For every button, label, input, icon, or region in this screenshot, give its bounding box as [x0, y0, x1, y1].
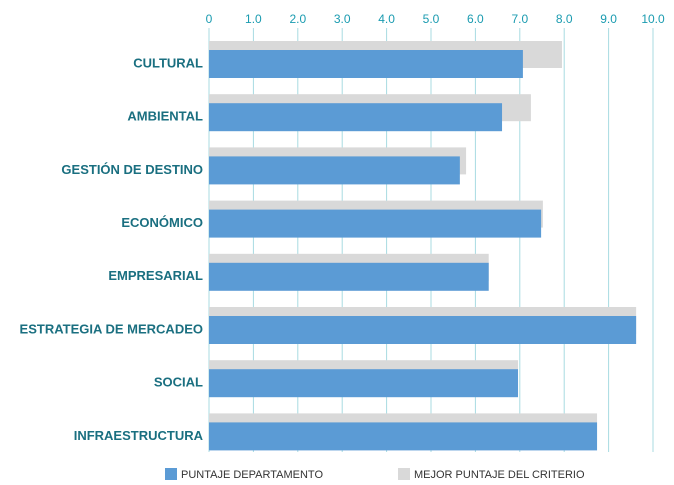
- category-label: AMBIENTAL: [127, 109, 203, 124]
- category-label: ESTRATEGIA DE MERCADEO: [20, 321, 203, 336]
- bar: [209, 422, 598, 451]
- category-label: ECONÓMICO: [121, 215, 203, 230]
- legend-swatch: [165, 468, 177, 480]
- x-tick-label: 3.0: [334, 12, 351, 26]
- x-tick-label: 0: [206, 12, 213, 26]
- x-tick-label: 9.0: [600, 12, 617, 26]
- x-tick-label: 6.0: [467, 12, 484, 26]
- bar: [209, 156, 460, 185]
- legend-label: PUNTAJE DEPARTAMENTO: [181, 469, 323, 481]
- category-label: INFRAESTRUCTURA: [74, 428, 204, 443]
- legend-swatch: [398, 468, 410, 480]
- x-tick-label: 7.0: [511, 12, 528, 26]
- category-label: SOCIAL: [154, 375, 203, 390]
- x-tick-label: 8.0: [556, 12, 573, 26]
- bar: [209, 50, 523, 78]
- bar: [209, 316, 637, 344]
- category-label: CULTURAL: [133, 55, 203, 70]
- legend-label: MEJOR PUNTAJE DEL CRITERIO: [414, 469, 585, 481]
- category-label: GESTIÓN DE DESTINO: [61, 162, 203, 177]
- bar: [209, 262, 489, 291]
- x-tick-label: 4.0: [378, 12, 395, 26]
- bar: [209, 369, 519, 398]
- x-tick-label: 1.0: [245, 12, 262, 26]
- x-tick-label: 10.0: [641, 12, 665, 26]
- bar: [209, 209, 542, 238]
- category-label: EMPRESARIAL: [108, 268, 203, 283]
- bar: [209, 103, 503, 132]
- x-tick-label: 2.0: [289, 12, 306, 26]
- x-tick-label: 5.0: [423, 12, 440, 26]
